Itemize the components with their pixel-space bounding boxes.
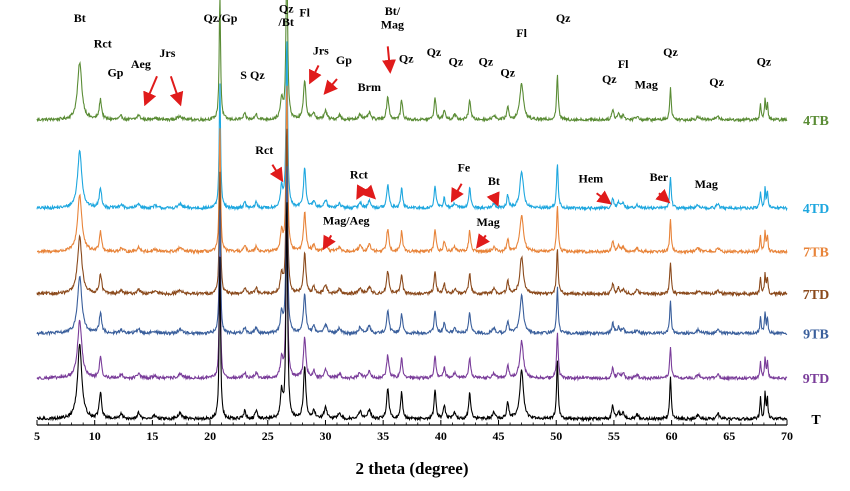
pattern-line-9td (36, 211, 788, 382)
phase-label: Qz (250, 68, 265, 82)
x-tick-label: 30 (319, 429, 331, 443)
phase-label: Qz (479, 54, 494, 68)
phase-label: Fl (516, 26, 527, 40)
phase-label: Qz (279, 1, 294, 15)
pattern-line-t (36, 202, 788, 423)
phase-label: Fe (458, 160, 471, 174)
phase-label: Mag/Aeg (323, 214, 370, 228)
x-tick-label: 10 (89, 429, 101, 443)
phase-label: Qz (500, 65, 515, 79)
series-label-t: T (811, 413, 821, 428)
pattern-line-4tb (36, 0, 788, 124)
pattern-line-7td (36, 128, 788, 298)
phase-label: Mag (381, 18, 404, 32)
annotation-arrow (655, 188, 671, 204)
annotation-arrow (361, 184, 377, 200)
phase-label: Qz/Gp (203, 11, 237, 25)
annotation-arrow (450, 183, 464, 203)
phase-label: Gp (336, 53, 352, 67)
phase-label: Jrs (313, 44, 329, 58)
phase-label: Jrs (159, 46, 175, 60)
phase-label: Mag (695, 177, 718, 191)
x-tick-label: 5 (34, 429, 40, 443)
pattern-line-9tb (36, 166, 788, 337)
series-label-4td: 4TD (803, 202, 829, 217)
x-tick-label: 70 (781, 429, 793, 443)
x-axis-title: 2 theta (degree) (356, 459, 469, 478)
phase-label: Brm (358, 80, 381, 94)
phase-label: Aeg (131, 57, 151, 71)
annotation-arrow (143, 75, 158, 107)
x-tick-label: 60 (666, 429, 678, 443)
phase-label: Mag (635, 78, 658, 92)
phase-label: Qz (709, 75, 724, 89)
phase-label: Fl (299, 5, 310, 19)
annotation-arrow (323, 78, 338, 95)
annotation-arrow (382, 46, 397, 74)
pattern-layer: 4TB 4TD 7TB 7TD 9TB 9TD T (36, 0, 829, 428)
series-label-9td: 9TD (803, 372, 829, 387)
x-tick-label: 55 (608, 429, 620, 443)
phase-label: /Bt (278, 15, 294, 29)
series-label-7td: 7TD (803, 288, 829, 303)
series-label-9tb: 9TB (803, 327, 829, 342)
x-tick-label: 45 (493, 429, 505, 443)
phase-label: Bt (488, 174, 500, 188)
phase-label: Mag (476, 215, 499, 229)
phase-label: Qz (399, 52, 414, 66)
pattern-line-7tb (36, 85, 788, 255)
phase-label: Gp (107, 65, 123, 79)
annotation-arrow (269, 164, 284, 183)
phase-label: Qz (602, 72, 617, 86)
phase-label: Ber (650, 170, 669, 184)
series-label-4tb: 4TB (803, 114, 829, 129)
annotation-arrow (486, 191, 500, 207)
x-axis: 5 10 15 20 25 30 35 40 45 50 55 60 65 70 (34, 420, 793, 443)
x-tick-label: 20 (204, 429, 216, 443)
series-label-7tb: 7TB (803, 246, 829, 261)
x-tick-label: 65 (723, 429, 735, 443)
phase-label: Fl (618, 57, 629, 71)
phase-label: Qz (449, 54, 464, 68)
pattern-line-4td (36, 41, 788, 212)
annotation-arrow (322, 234, 336, 251)
annotation-arrow (169, 75, 184, 107)
x-tick-label: 25 (262, 429, 274, 443)
annotation-arrow (596, 190, 612, 205)
phase-label: Rct (255, 143, 273, 157)
phase-label: Qz (663, 45, 678, 59)
phase-label: Qz (427, 45, 442, 59)
phase-label: Qz (556, 11, 571, 25)
annotation-arrow (475, 233, 490, 249)
phase-label: Bt (74, 11, 86, 25)
phase-label: Qz (757, 54, 772, 68)
phase-label: Bt/ (385, 4, 401, 18)
phase-label: Hem (579, 171, 604, 185)
phase-label: S (240, 68, 247, 82)
x-tick-label: 35 (377, 429, 389, 443)
x-tick-label: 40 (435, 429, 447, 443)
x-tick-label: 50 (550, 429, 562, 443)
annotation-arrow (309, 64, 322, 85)
phase-label: Rct (94, 37, 112, 51)
annotation-arrow (356, 184, 370, 200)
phase-label: Rct (350, 167, 368, 181)
x-tick-label: 15 (146, 429, 158, 443)
